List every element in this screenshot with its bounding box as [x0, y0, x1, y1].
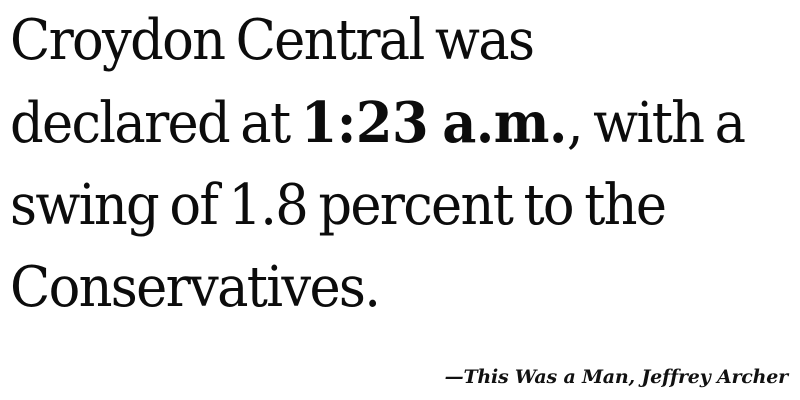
quote-text-after: , with a swing of 1.8 percent to the Con…: [10, 91, 746, 320]
quote-time-highlight: 1:23 a.m.: [300, 90, 568, 156]
quote-text-before: Croydon Central was declared at: [10, 8, 535, 156]
attribution-separator: ,: [628, 366, 642, 388]
attribution-dash: —: [444, 366, 464, 388]
attribution-work-title: This Was a Man: [463, 366, 629, 388]
quote-attribution: —This Was a Man, Jeffrey Archer: [444, 366, 789, 388]
quote-text: Croydon Central was declared at 1:23 a.m…: [10, 0, 748, 329]
attribution-author: Jeffrey Archer: [641, 366, 788, 388]
